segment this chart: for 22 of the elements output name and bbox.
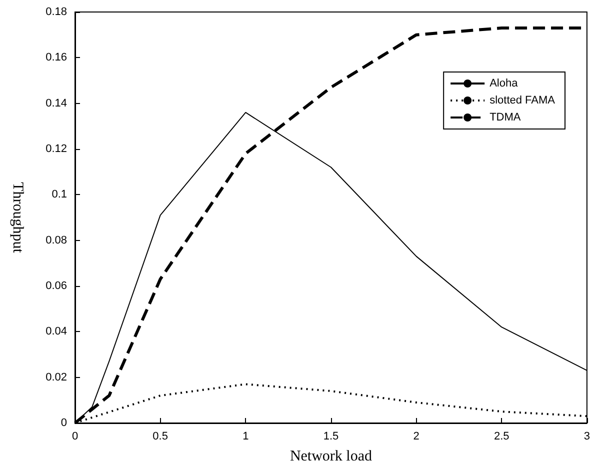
y-tick-label: 0.18 — [46, 6, 67, 18]
legend-label: Aloha — [490, 78, 519, 90]
x-tick-label: 2 — [413, 430, 420, 442]
x-tick-label: 1 — [242, 430, 249, 442]
legend-label: TDMA — [490, 112, 522, 124]
x-tick-label: 2.5 — [494, 430, 510, 442]
y-tick-label: 0.16 — [46, 52, 67, 64]
y-axis-title: Throughput — [10, 182, 26, 254]
y-tick-label: 0.14 — [46, 97, 67, 110]
y-tick-label: 0.12 — [46, 143, 67, 155]
x-tick-label: 0 — [72, 430, 78, 442]
y-tick-label: 0.02 — [46, 371, 67, 384]
y-tick-label: 0.04 — [46, 326, 67, 338]
x-tick-label: 1.5 — [323, 430, 339, 442]
y-tick-label: 0 — [60, 417, 67, 429]
y-tick-label: 0.06 — [46, 280, 67, 292]
y-tick-label: 0.1 — [52, 188, 67, 201]
x-axis-title: Network load — [290, 448, 372, 464]
x-tick-label: 0.5 — [152, 430, 168, 442]
x-tick-label: 3 — [584, 430, 590, 442]
legend-label: slotted FAMA — [490, 94, 556, 106]
y-tick-label: 0.08 — [46, 234, 67, 246]
